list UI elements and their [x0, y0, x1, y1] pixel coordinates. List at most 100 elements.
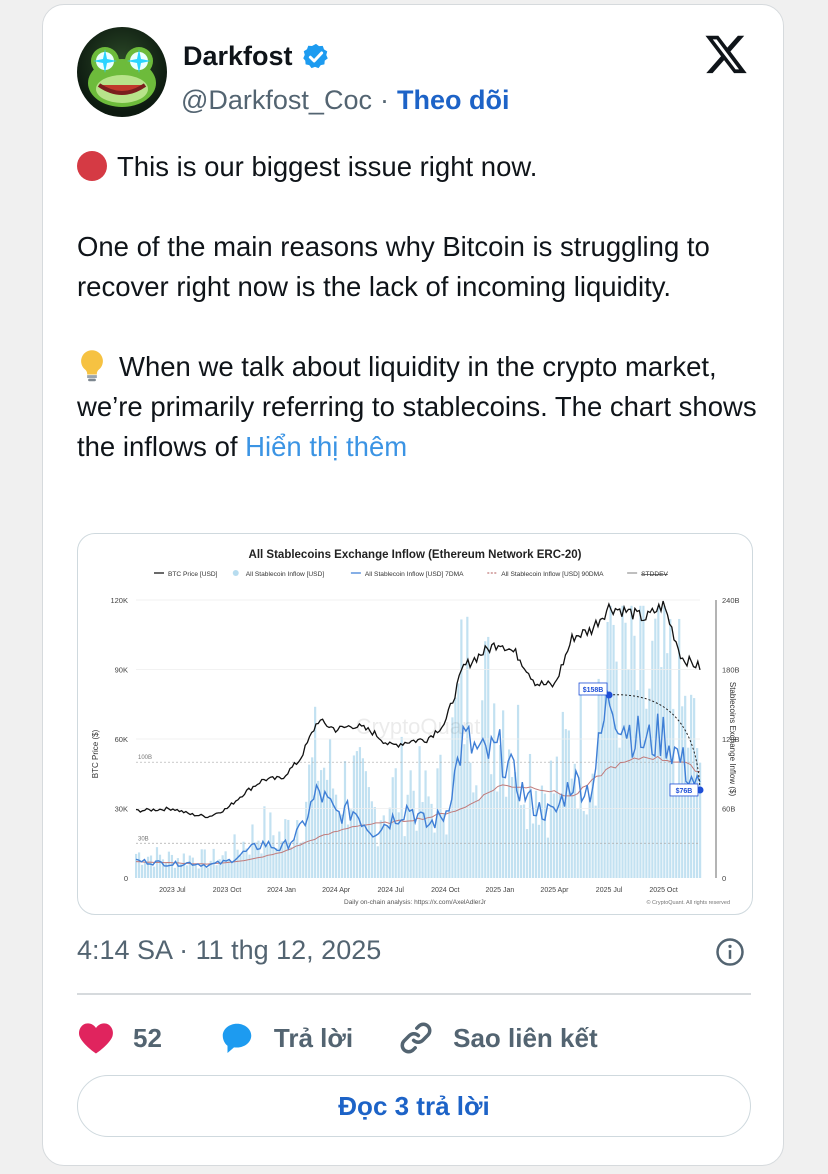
red-circle-icon: [77, 151, 107, 181]
tweet-paragraph-2: One of the main reasons why Bitcoin is s…: [77, 231, 710, 302]
inflow-bar: [340, 814, 344, 878]
reference-label: 30B: [138, 836, 149, 842]
inflow-bar: [645, 708, 648, 878]
inflow-bar: [508, 749, 511, 878]
inflow-bar: [260, 853, 263, 878]
inflow-bar: [242, 841, 245, 878]
inflow-bar: [582, 810, 585, 878]
inflow-bar: [597, 678, 600, 878]
x-tick-label: 2025 Jan: [485, 887, 514, 894]
x-tick-label: 2025 Jul: [596, 887, 623, 894]
chart-copyright: © CryptoQuant. All rights reserved: [646, 899, 730, 906]
tweet-timestamp[interactable]: 4:14 SA · 11 thg 12, 2025: [77, 935, 382, 965]
chart-title: All Stablecoins Exchange Inflow (Ethereu…: [249, 549, 582, 561]
inflow-bar: [666, 653, 669, 878]
read-replies-button[interactable]: Đọc 3 trả lời: [77, 1075, 751, 1137]
x-tick-label: 2023 Jul: [159, 887, 186, 894]
inflow-bar: [663, 605, 666, 878]
avatar[interactable]: [77, 27, 167, 117]
x-tick-label: 2023 Oct: [213, 887, 241, 894]
inflow-bar: [675, 788, 678, 878]
x-tick-label: 2025 Oct: [649, 887, 677, 894]
inflow-bar: [406, 794, 409, 878]
copy-link-label: Sao liên kết: [453, 1022, 598, 1053]
inflow-bar: [302, 841, 305, 878]
inflow-bar: [585, 814, 588, 878]
inflow-bar: [421, 802, 424, 878]
inflow-bar: [567, 730, 570, 878]
inflow-bar: [173, 867, 176, 878]
chart-legend: BTC Price [USD] All Stablecoin Inflow [US…: [154, 570, 668, 578]
inflow-bar: [409, 770, 412, 878]
inflow-bar: [558, 793, 561, 878]
legend-item: BTC Price [USD]: [168, 571, 218, 578]
inflow-bar: [137, 852, 141, 878]
legend-swatch: [232, 570, 239, 576]
inflow-bar: [600, 691, 603, 878]
inflow-bar: [454, 697, 457, 878]
inflow-bar: [370, 801, 373, 878]
tweet-card: Darkfost @Darkfost_Coc · Theo dõi This i…: [42, 4, 784, 1166]
inflow-bar: [522, 804, 526, 878]
inflow-bar: [549, 760, 552, 878]
inflow-bar: [281, 841, 284, 878]
inflow-bar: [612, 624, 615, 878]
inflow-bar: [143, 861, 147, 878]
inflow-bar: [188, 855, 191, 878]
inflow-bar: [308, 764, 311, 878]
left-axis-ticks: 0 30K 60K 90K 120K: [110, 596, 128, 883]
inflow-bar: [254, 842, 257, 878]
follow-button[interactable]: Theo dõi: [396, 85, 510, 115]
inflow-bar: [161, 859, 165, 878]
inflow-bar: [478, 799, 481, 878]
inflow-bar: [248, 854, 251, 878]
inflow-bar: [472, 792, 475, 878]
inflow-bar: [528, 753, 532, 878]
right-tick-label: 120B: [722, 735, 740, 744]
info-icon[interactable]: [715, 937, 745, 967]
x-logo-icon[interactable]: [703, 31, 749, 77]
copy-link-button[interactable]: Sao liên kết: [397, 1019, 598, 1057]
inflow-bar: [496, 791, 499, 878]
reply-button[interactable]: Trả lời: [218, 1019, 353, 1057]
chart-image[interactable]: All Stablecoins Exchange Inflow (Ethereu…: [77, 533, 753, 915]
left-tick-label: 90K: [115, 666, 128, 675]
inflow-bar: [531, 823, 535, 878]
show-more-link[interactable]: Hiển thị thêm: [245, 431, 408, 462]
chart-footer: Daily on-chain analysis: https://x.com/A…: [344, 899, 487, 906]
link-icon: [400, 1022, 432, 1054]
inflow-bar: [516, 704, 520, 878]
inflow-bar: [317, 780, 320, 878]
left-axis-label: BTC Price ($): [91, 729, 100, 778]
inflow-bar: [678, 618, 681, 878]
verified-badge-icon: [302, 43, 328, 68]
chart-annotations: $158B $76B: [578, 682, 704, 797]
inflow-bar: [293, 838, 296, 878]
inflow-bar: [657, 605, 660, 878]
inflow-bar: [699, 762, 702, 878]
inflow-bar: [245, 848, 248, 878]
like-button[interactable]: 52: [77, 1021, 162, 1055]
inflow-bar: [502, 710, 505, 878]
inflow-bar: [176, 858, 179, 878]
legend-item: STDDEV: [641, 571, 668, 578]
inflow-bar: [224, 851, 227, 878]
inflow-bar: [609, 605, 612, 878]
inflow-bar: [397, 812, 400, 878]
heart-icon: [79, 1023, 113, 1054]
author-handle[interactable]: @Darkfost_Coc: [181, 85, 372, 115]
inflow-bar: [594, 805, 597, 878]
annotation-box: [578, 682, 608, 696]
lightbulb-icon: [81, 350, 103, 382]
inflow-bar: [152, 866, 156, 878]
inflow-bar: [588, 799, 591, 878]
author-name[interactable]: Darkfost: [183, 41, 293, 71]
inflow-bar: [146, 856, 150, 878]
x-tick-label: 2024 Jan: [267, 887, 296, 894]
inflow-bar: [493, 703, 496, 878]
inflow-bar: [513, 772, 517, 878]
inflow-bar: [331, 788, 335, 878]
inflow-90dma-line: [135, 755, 701, 865]
chart-watermark: CryptoQuant: [356, 714, 481, 739]
inflow-bar: [337, 812, 341, 878]
